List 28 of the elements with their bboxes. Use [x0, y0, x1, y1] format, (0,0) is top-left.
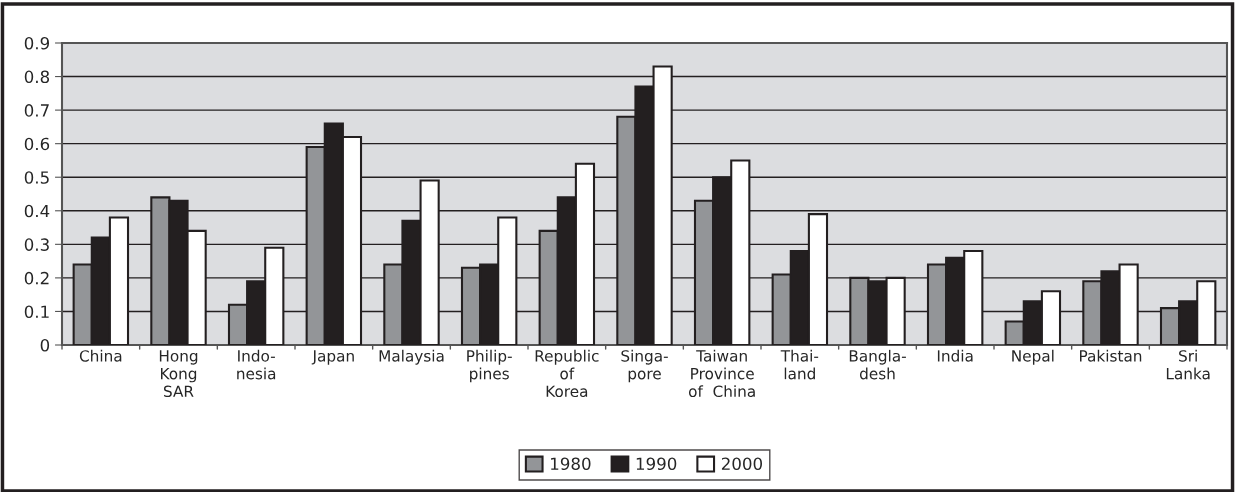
x-tick-label: Singa- pore — [621, 349, 668, 383]
x-tick-label: Malaysia — [379, 349, 444, 365]
y-tick-label: 0.5 — [24, 171, 49, 184]
x-tick-label: Taiwan Province of China — [688, 349, 755, 398]
y-tick-label: 0.2 — [24, 271, 49, 285]
y-tick-label: 0 — [40, 338, 50, 352]
x-tick-label: Pakistan — [1080, 349, 1142, 362]
x-tick-label: Thai- land — [780, 349, 819, 380]
x-tick-label: Nepal — [1012, 349, 1054, 365]
y-tick-label: 0.9 — [24, 36, 50, 50]
y-tick-label: 0.4 — [24, 204, 50, 218]
y-tick-label: 0.6 — [24, 137, 50, 151]
legend-label: 1980 — [551, 457, 591, 471]
x-tick-label: Bangla- desh — [849, 349, 906, 380]
x-tick-label: India — [937, 349, 973, 362]
x-tick-label: Republic of Korea — [535, 349, 599, 398]
y-tick-label: 0.3 — [24, 238, 49, 251]
legend-label: 1990 — [636, 457, 677, 471]
y-tick-label: 0.1 — [24, 305, 49, 319]
x-tick-label: Japan — [311, 350, 354, 365]
x-tick-label: Philip- pines — [467, 349, 512, 383]
x-tick-label: Indo- nesia — [237, 349, 276, 380]
x-tick-label: Hong Kong SAR — [159, 350, 198, 398]
y-tick-label: 0.8 — [24, 70, 50, 84]
y-tick-label: 0.7 — [24, 104, 49, 117]
x-tick-label: China — [79, 349, 122, 362]
legend-label: 2000 — [721, 457, 763, 471]
x-tick-label: Sri Lanka — [1166, 349, 1210, 380]
